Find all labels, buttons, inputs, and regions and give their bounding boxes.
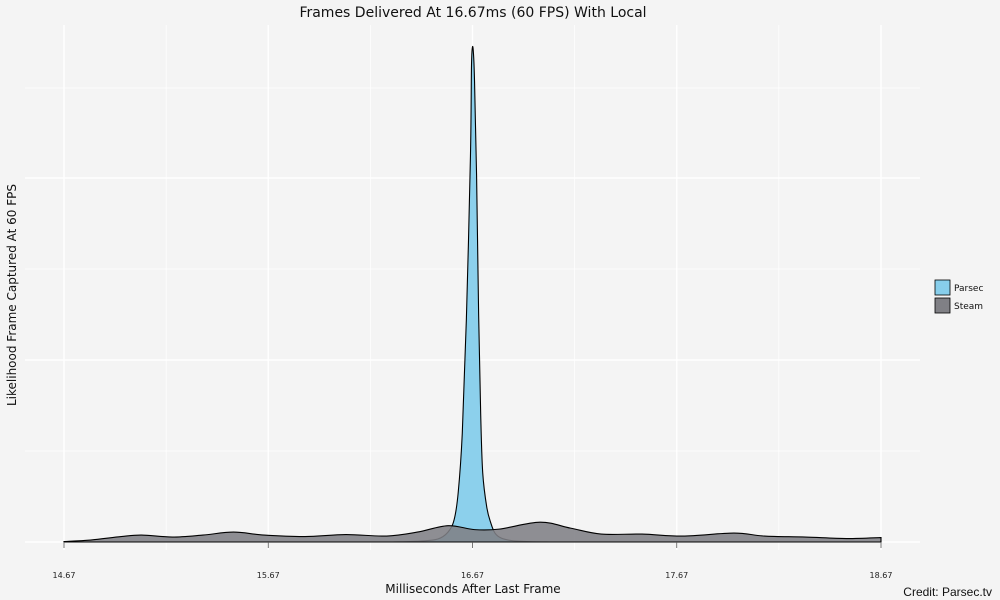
x-tick-label: 15.67 (257, 571, 280, 580)
legend-label-steam: Steam (954, 302, 983, 312)
legend-swatch-parsec (934, 279, 951, 296)
legend-swatch-steam (934, 297, 951, 314)
density-areas (63, 45, 882, 543)
legend: Parsec Steam (934, 279, 983, 314)
x-tick-label: 17.67 (665, 571, 688, 580)
x-axis-ticks: 14.67 15.67 16.67 17.67 18.67 (53, 542, 893, 580)
y-axis-label: Likelihood Frame Captured At 60 FPS (5, 184, 19, 406)
chart-title: Frames Delivered At 16.67ms (60 FPS) Wit… (299, 5, 646, 21)
legend-label-parsec: Parsec (954, 284, 983, 294)
x-tick-label: 16.67 (461, 571, 484, 580)
x-tick-label: 18.67 (870, 571, 893, 580)
credit-text: Credit: Parsec.tv (903, 585, 992, 599)
x-axis-label: Milliseconds After Last Frame (385, 582, 560, 596)
x-tick-label: 14.67 (53, 571, 76, 580)
density-area-steam (63, 521, 882, 543)
